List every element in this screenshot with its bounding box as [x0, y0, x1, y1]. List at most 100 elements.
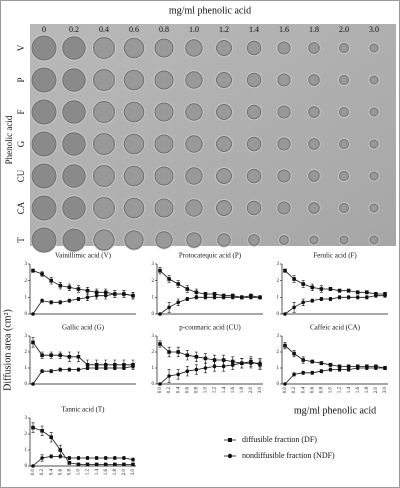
spot	[308, 202, 320, 214]
spot	[62, 164, 86, 188]
marker	[158, 312, 162, 316]
marker	[131, 293, 135, 298]
marker	[67, 285, 72, 290]
spot	[31, 163, 57, 189]
spot	[216, 104, 232, 120]
marker	[167, 305, 171, 310]
concentration-label: 2.0	[339, 25, 349, 34]
marker	[310, 298, 315, 303]
spot	[154, 134, 174, 154]
chart-title: p-coumaric acid (CU)	[179, 324, 241, 332]
spot	[185, 199, 203, 217]
marker	[194, 355, 199, 359]
series-line	[32, 293, 134, 315]
marker	[122, 363, 126, 367]
spot	[339, 139, 349, 149]
marker	[203, 356, 208, 361]
spot	[309, 235, 319, 245]
series-line	[284, 270, 385, 295]
spot	[279, 235, 289, 245]
spot	[185, 167, 203, 185]
marker	[221, 295, 226, 300]
marker	[76, 456, 81, 460]
marker	[283, 268, 287, 273]
marker	[383, 366, 387, 370]
y-tick-label: 2	[152, 279, 155, 284]
marker	[365, 295, 369, 300]
spot	[308, 170, 320, 182]
marker	[355, 366, 360, 370]
marker	[194, 290, 199, 295]
series-line	[32, 270, 134, 297]
spot	[62, 196, 86, 220]
marker	[94, 293, 99, 298]
marker	[176, 350, 180, 354]
spot	[246, 104, 262, 120]
marker	[292, 372, 296, 377]
marker	[301, 300, 305, 305]
concentration-label: 1.0	[189, 25, 199, 34]
y-tick-label: 3	[152, 262, 155, 267]
series-line	[159, 270, 261, 298]
row-label: T	[16, 237, 26, 243]
y-tick-label: 2	[277, 279, 280, 284]
marker	[346, 295, 351, 300]
marker	[49, 454, 53, 459]
marker	[113, 366, 117, 370]
marker	[40, 272, 44, 276]
marker	[328, 367, 333, 372]
marker	[31, 464, 35, 468]
marker	[85, 363, 90, 367]
marker	[176, 372, 180, 377]
marker	[365, 290, 369, 295]
x-tick-label: 0.4	[49, 469, 54, 476]
spot	[154, 102, 174, 122]
spot	[339, 43, 349, 53]
x-tick-label: 3.0	[258, 387, 263, 394]
marker	[383, 293, 387, 298]
marker	[319, 297, 324, 301]
marker	[94, 363, 99, 367]
spot	[246, 200, 262, 216]
spot	[369, 139, 379, 149]
spot	[277, 137, 291, 151]
marker	[310, 359, 315, 364]
marker	[328, 363, 333, 367]
y-axis-label: Diffusion area (cm²)	[2, 309, 13, 391]
spot	[369, 107, 379, 117]
marker	[49, 435, 53, 439]
spot	[369, 43, 379, 53]
marker	[113, 462, 117, 467]
marker	[337, 288, 342, 293]
y-tick-label: 1	[25, 366, 28, 371]
spot	[185, 103, 203, 121]
marker	[346, 364, 351, 369]
series-line	[32, 342, 133, 366]
marker	[221, 364, 226, 369]
marker	[283, 312, 287, 316]
x-axis-label: mg/ml phenolic acid	[294, 405, 376, 416]
marker	[337, 295, 342, 300]
concentration-label: 1.6	[279, 25, 289, 34]
marker	[76, 355, 81, 359]
marker	[31, 425, 35, 430]
marker	[355, 295, 360, 300]
marker	[194, 295, 199, 300]
marker	[240, 361, 244, 366]
spot	[216, 200, 232, 216]
marker	[103, 293, 108, 298]
marker	[31, 340, 35, 345]
spot	[62, 100, 86, 124]
spot	[31, 35, 57, 61]
x-tick-label: 0.0	[158, 387, 163, 394]
marker	[58, 300, 63, 305]
concentration-label: 0.4	[99, 25, 109, 34]
marker	[283, 343, 287, 348]
spot	[217, 233, 231, 247]
marker	[58, 448, 63, 452]
y-tick-label: 1	[277, 366, 280, 371]
x-tick-label: 1.8	[113, 469, 118, 476]
spot	[277, 105, 291, 119]
plate-title: mg/ml phenolic acid	[169, 5, 251, 16]
